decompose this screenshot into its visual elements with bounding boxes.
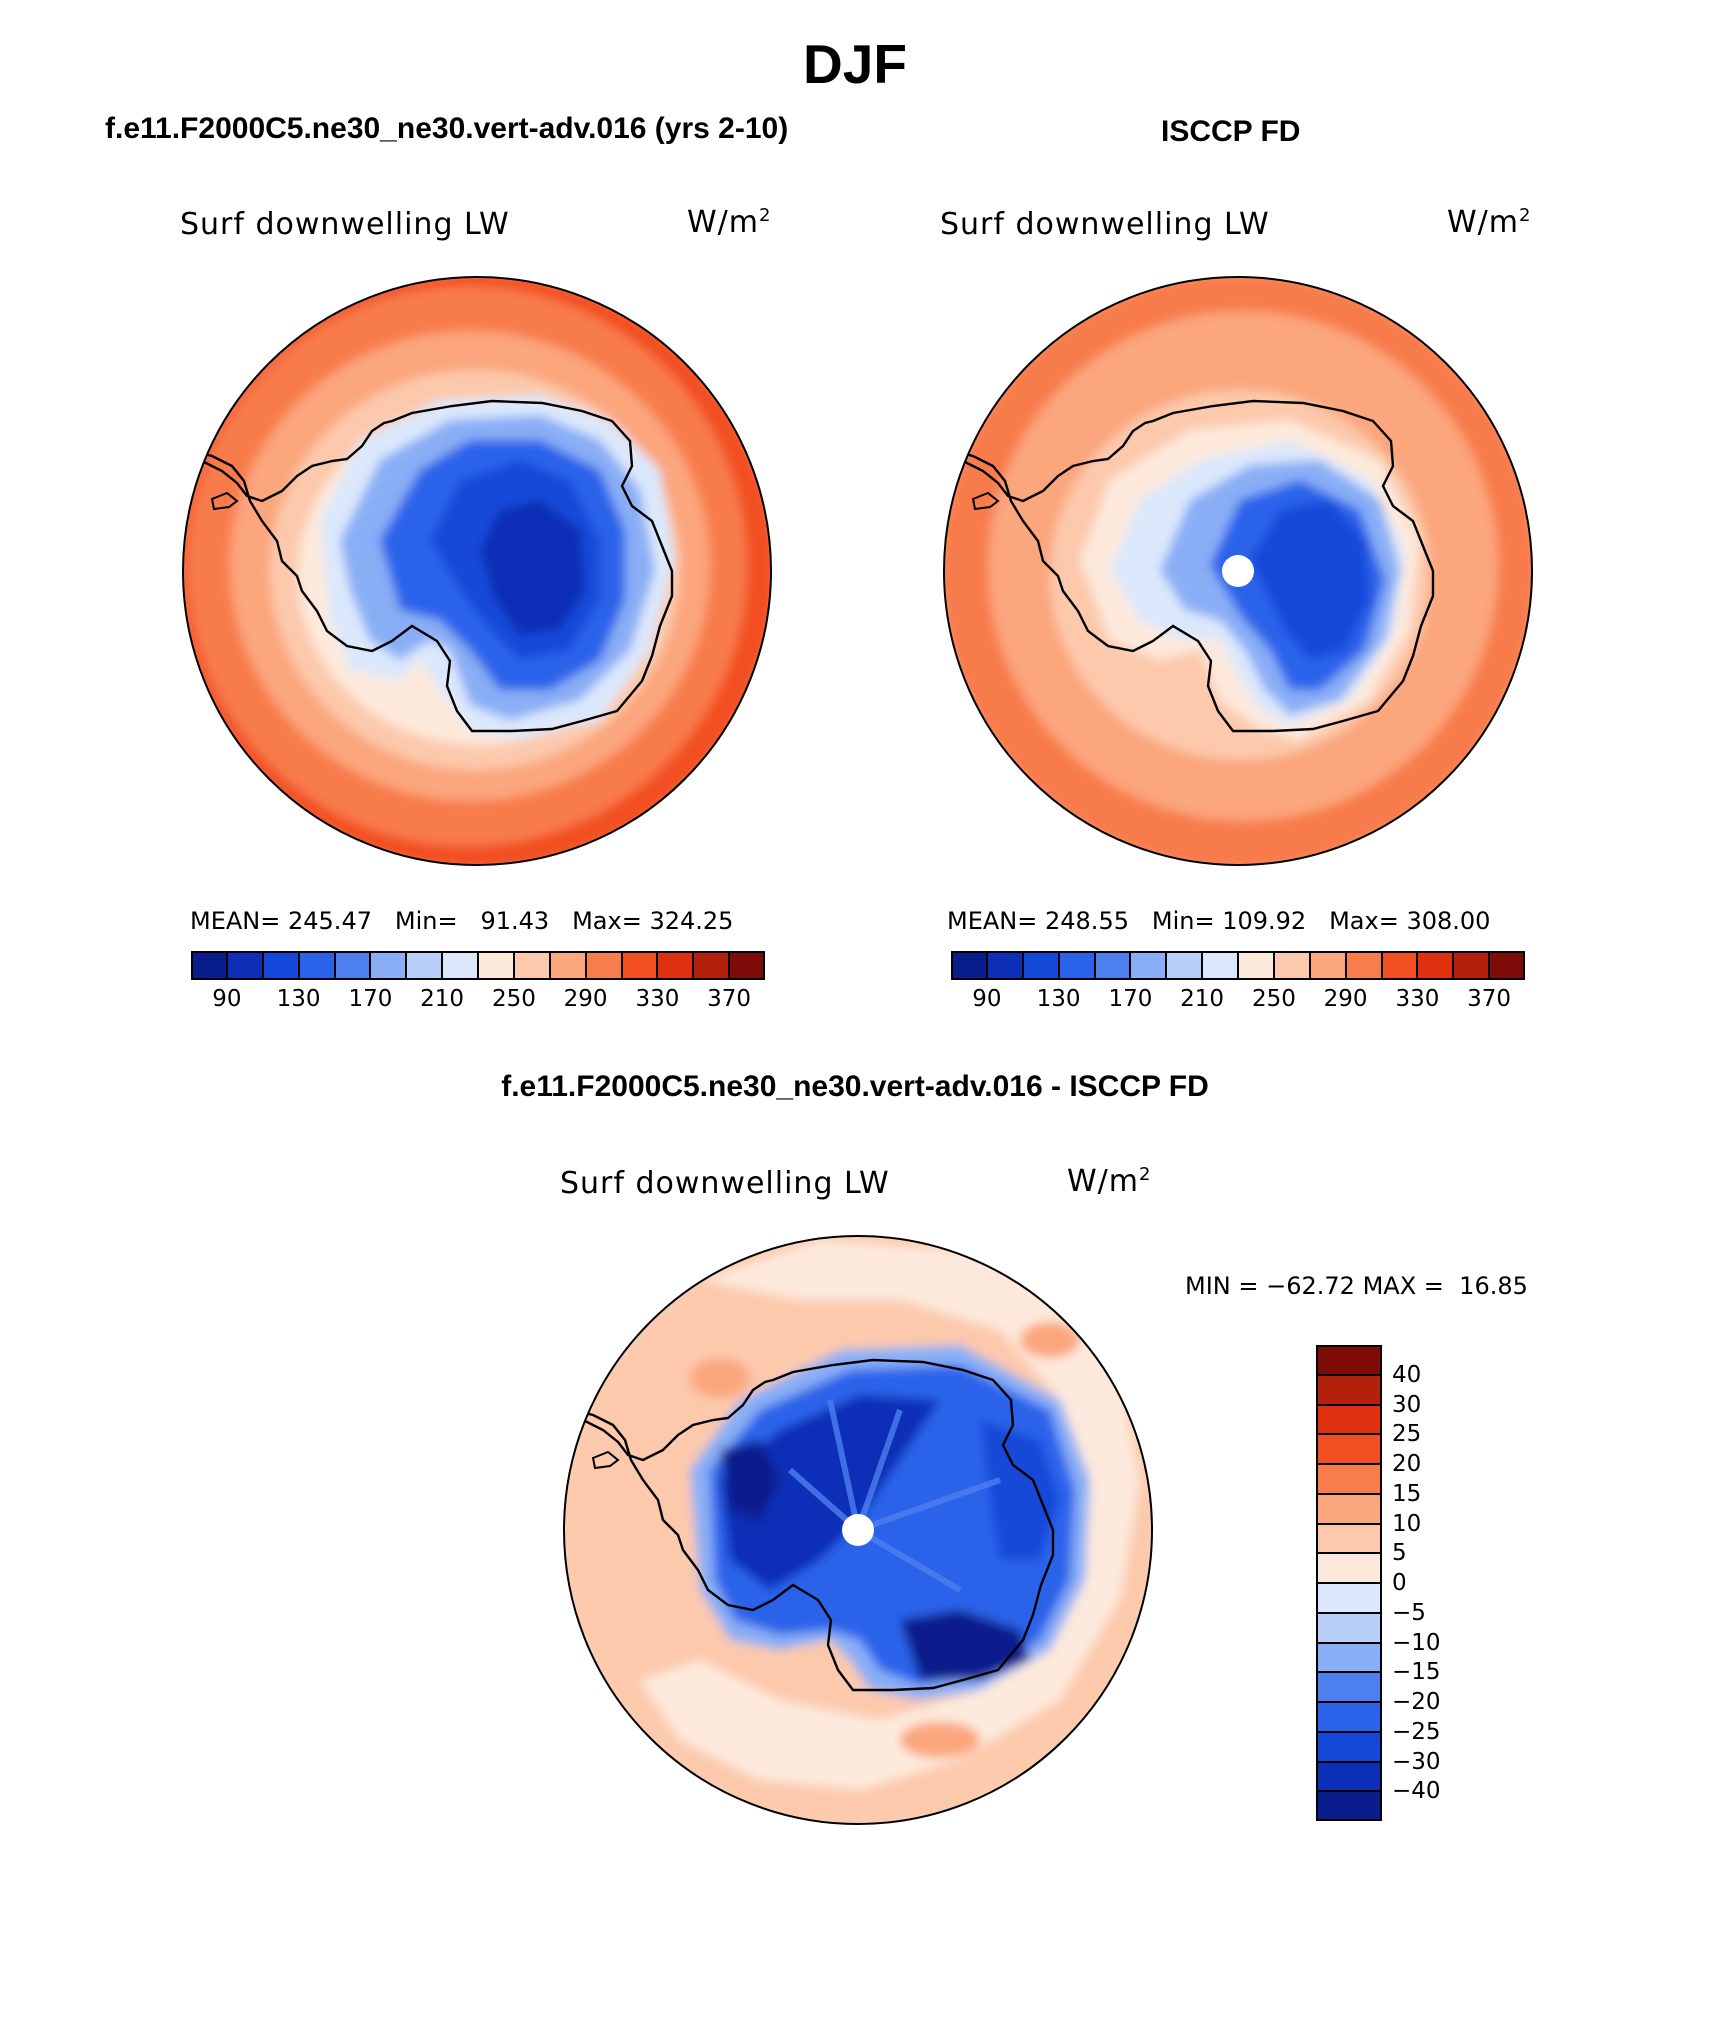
- colorbar-tick-label: −40: [1392, 1778, 1441, 1805]
- colorbar-tick-label: 170: [348, 986, 393, 1012]
- colorbar-frame: [1316, 1345, 1382, 1821]
- stats-diff: MIN = −62.72 MAX = 16.85: [1185, 1272, 1528, 1300]
- colorbar-tick-label: 290: [1323, 986, 1368, 1012]
- stats-model: MEAN= 245.47 Min= 91.43 Max= 324.25: [190, 907, 734, 935]
- panel-title-model: f.e11.F2000C5.ne30_ne30.vert-adv.016 (yr…: [105, 112, 789, 145]
- colorbar-tick-label: 170: [1108, 986, 1153, 1012]
- colorbar-frame: [191, 951, 765, 980]
- colorbar-swatch: [1316, 1553, 1382, 1583]
- colorbar-tick-label: 15: [1392, 1480, 1422, 1507]
- colorbar-tick-label: 330: [1395, 986, 1440, 1012]
- colorbar-tick-label: 210: [420, 986, 465, 1012]
- map-diff: [564, 1236, 1152, 1824]
- colorbar-tick-label: −15: [1392, 1659, 1441, 1686]
- colorbar-tick-label: 40: [1392, 1361, 1422, 1388]
- colorbar-swatch: [370, 951, 407, 980]
- colorbar-model: 90 130 170 210 250 290 330 370: [191, 951, 765, 1012]
- colorbar-tick-label: 290: [563, 986, 608, 1012]
- units-label-model: W/m2: [687, 205, 772, 240]
- colorbar-swatch: [729, 951, 765, 980]
- colorbar-tick-label: 130: [276, 986, 321, 1012]
- colorbar-tick-label: −10: [1392, 1629, 1441, 1656]
- colorbar-swatch: [1316, 1374, 1382, 1405]
- colorbar-obs: 90 130 170 210 250 290 330 370: [951, 951, 1525, 1012]
- stats-obs: MEAN= 248.55 Min= 109.92 Max= 308.00: [947, 907, 1491, 935]
- units-label-diff: W/m2: [1067, 1164, 1152, 1199]
- colorbar-frame: [951, 951, 1525, 980]
- colorbar-tick-label: −5: [1392, 1599, 1426, 1626]
- colorbar-swatch: [1316, 1404, 1382, 1435]
- colorbar-tick-label: 25: [1392, 1421, 1422, 1448]
- colorbar-tick-label: 330: [635, 986, 680, 1012]
- colorbar-swatch: [513, 951, 550, 980]
- colorbar-tick-label: −20: [1392, 1689, 1441, 1715]
- colorbar-tick-label: 0: [1392, 1570, 1407, 1596]
- colorbar-tick-label: 250: [491, 986, 536, 1012]
- colorbar-tick-label: 210: [1180, 986, 1225, 1012]
- colorbar-tick-label: 20: [1392, 1451, 1422, 1477]
- colorbar-diff: 40 30 25 20 15 10 5 0 −5 −10 −15 −20 −25 −30 −40: [1316, 1345, 1441, 1821]
- map-model: [183, 277, 771, 865]
- variable-label-model: Surf downwelling LW: [180, 207, 510, 242]
- colorbar-tick-label: 250: [1251, 986, 1296, 1012]
- variable-label-obs: Surf downwelling LW: [940, 207, 1270, 242]
- colorbar-swatch: [298, 951, 335, 980]
- colorbar-tick-label: 90: [212, 986, 242, 1012]
- panel-title-obs: ISCCP FD: [1161, 115, 1301, 148]
- colorbar-swatch: [478, 951, 514, 980]
- colorbar-tick-label: 370: [1467, 986, 1512, 1012]
- units-label-obs: W/m2: [1447, 205, 1532, 240]
- colorbar-swatch: [986, 951, 1023, 980]
- colorbar-swatch: [1316, 1761, 1382, 1792]
- figure-title: DJF: [803, 33, 907, 95]
- colorbar-swatch: [1316, 1612, 1382, 1643]
- map-obs: [944, 277, 1532, 865]
- colorbar-swatch: [1316, 1672, 1382, 1702]
- colorbar-tick-label: 370: [707, 986, 752, 1012]
- colorbar-tick-label: 30: [1392, 1391, 1422, 1418]
- colorbar-tick-label: 10: [1392, 1510, 1422, 1537]
- colorbar-swatch: [1316, 1523, 1382, 1554]
- panel-title-diff: f.e11.F2000C5.ne30_ne30.vert-adv.016 - I…: [501, 1070, 1209, 1103]
- variable-label-diff: Surf downwelling LW: [560, 1166, 890, 1201]
- colorbar-tick-label: −30: [1392, 1748, 1441, 1775]
- colorbar-tick-label: 5: [1392, 1540, 1407, 1567]
- colorbar-swatch: [1316, 1434, 1382, 1464]
- colorbar-swatch: [1316, 1702, 1382, 1732]
- colorbar-swatch: [657, 951, 694, 980]
- colorbar-tick-label: −25: [1392, 1718, 1441, 1745]
- colorbar-tick-label: 90: [972, 986, 1002, 1012]
- colorbar-tick-label: 130: [1036, 986, 1081, 1012]
